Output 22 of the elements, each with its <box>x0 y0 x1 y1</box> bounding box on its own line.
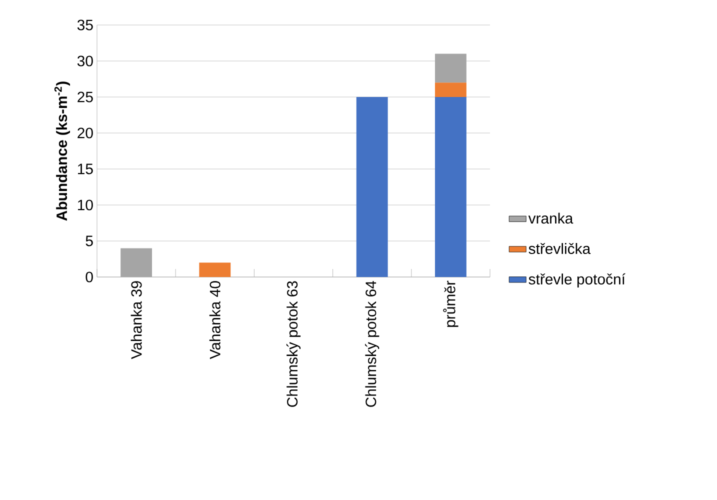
y-tick-label: 15 <box>78 164 93 174</box>
y-tick-label: 35 <box>77 20 93 30</box>
x-tick-label: Chlumský potok 63 <box>286 281 301 407</box>
x-tick-label: Vahanka 40 <box>209 281 220 360</box>
bar <box>199 262 231 277</box>
legend-label: vranka <box>528 212 574 224</box>
bar <box>434 82 466 97</box>
y-tick-label: 0 <box>86 272 93 282</box>
bar <box>434 54 466 83</box>
y-tick-label: 5 <box>86 236 93 246</box>
x-tick-label: Chlumský potok 64 <box>365 280 380 407</box>
y-tick-label: 30 <box>77 56 93 66</box>
legend-label: střevlička <box>528 243 591 254</box>
legend-label: střevle potoční <box>528 273 626 288</box>
y-axis-title: Abundance (ks-m$^{-2}$) <box>54 82 70 221</box>
y-tick-label: 10 <box>78 200 93 210</box>
y-tick-label: 20 <box>78 128 93 138</box>
x-tick-label: průměr <box>443 280 458 327</box>
bar <box>434 97 466 277</box>
bar <box>356 97 388 277</box>
y-tick-label: 25 <box>78 92 93 102</box>
x-tick-label: Vahanka 39 <box>130 281 142 360</box>
